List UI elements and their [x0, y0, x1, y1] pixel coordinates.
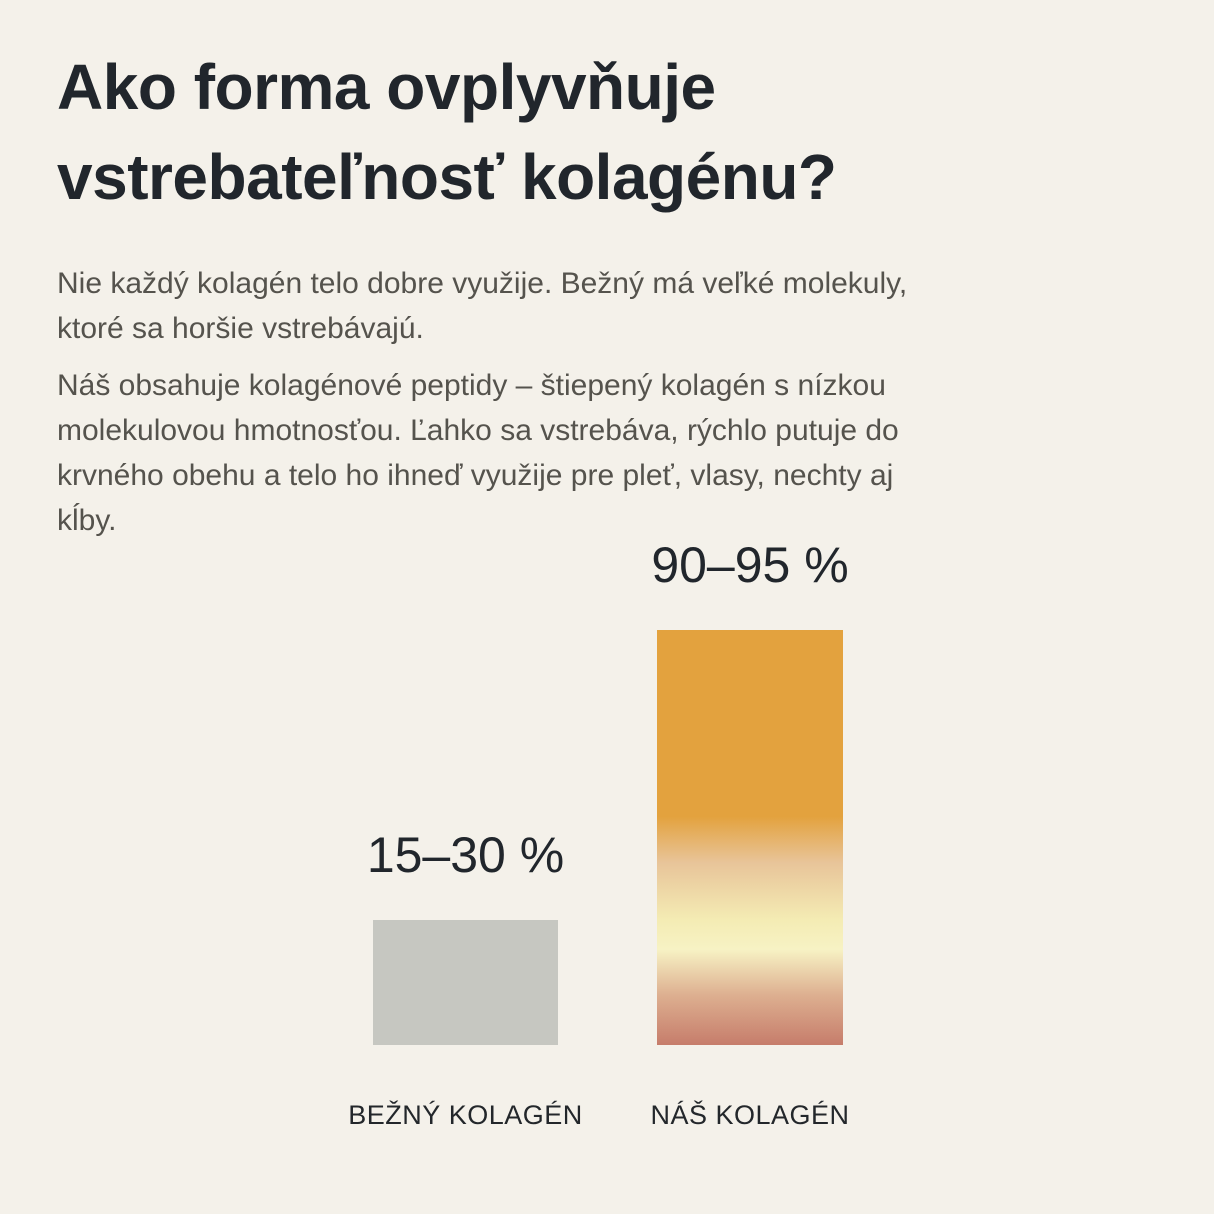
page-title: Ako forma ovplyvňuje vstrebateľnosť kola…	[57, 51, 837, 213]
bar-group-our-collagen: 90–95 % NÁŠ KOLAGÉN	[650, 540, 849, 1130]
intro-paragraph: Nie každý kolagén telo dobre využije. Be…	[57, 267, 908, 345]
bar-our-collagen	[657, 630, 843, 1045]
detail-paragraph: Náš obsahuje kolagénové peptidy – štiepe…	[57, 369, 899, 537]
category-label-our-collagen: NÁŠ KOLAGÉN	[650, 1100, 850, 1130]
value-label-regular-collagen: 15–30 %	[366, 827, 565, 883]
value-label-our-collagen: 90–95 %	[651, 537, 849, 593]
bar-regular-collagen	[373, 920, 558, 1045]
bar-group-regular-collagen: 15–30 % BEŽNÝ KOLAGÉN	[348, 830, 582, 1130]
category-label-regular-collagen: BEŽNÝ KOLAGÉN	[348, 1100, 583, 1130]
